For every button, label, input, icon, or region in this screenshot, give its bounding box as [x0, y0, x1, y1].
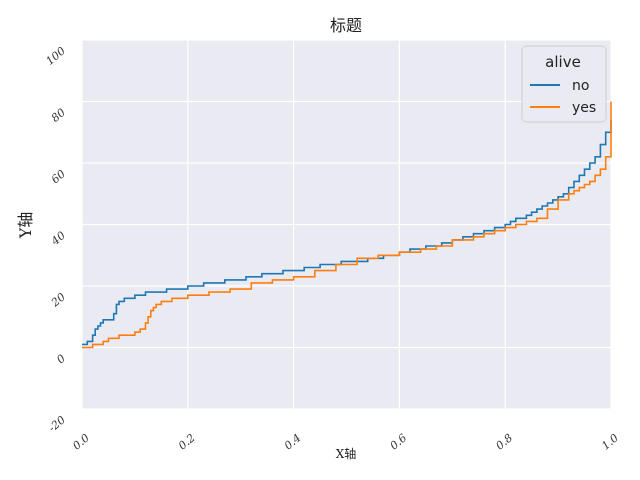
- series-layer: [82, 101, 612, 349]
- series-line-no: [82, 119, 612, 346]
- y-axis-label: Y轴: [16, 212, 35, 240]
- x-tick-label: 0.8: [493, 431, 515, 452]
- x-tick-label: 0.0: [70, 431, 92, 452]
- y-tick-labels: -20 0 20 40 60 80 100: [43, 44, 67, 434]
- chart-title: 标题: [330, 16, 362, 35]
- legend-label-no: no: [572, 78, 589, 94]
- y-tick-label: 40: [48, 229, 68, 249]
- legend-label-yes: yes: [572, 100, 596, 116]
- y-tick-label: 80: [49, 106, 68, 125]
- x-axis-label: X轴: [336, 446, 357, 461]
- y-tick-label: 100: [43, 44, 67, 67]
- x-tick-label: 0.2: [176, 431, 198, 452]
- legend: alive no yes: [521, 45, 607, 123]
- y-tick-label: 60: [49, 167, 68, 186]
- y-tick-label: 0: [54, 352, 68, 366]
- y-tick-label: -20: [46, 413, 68, 434]
- x-tick-label: 0.6: [388, 431, 410, 452]
- series-line-yes: [82, 101, 612, 349]
- x-tick-label: 0.4: [282, 431, 304, 452]
- legend-box: [521, 45, 607, 123]
- x-tick-label: 1.0: [599, 431, 621, 452]
- legend-title: alive: [545, 53, 581, 71]
- y-tick-label: 20: [48, 290, 68, 310]
